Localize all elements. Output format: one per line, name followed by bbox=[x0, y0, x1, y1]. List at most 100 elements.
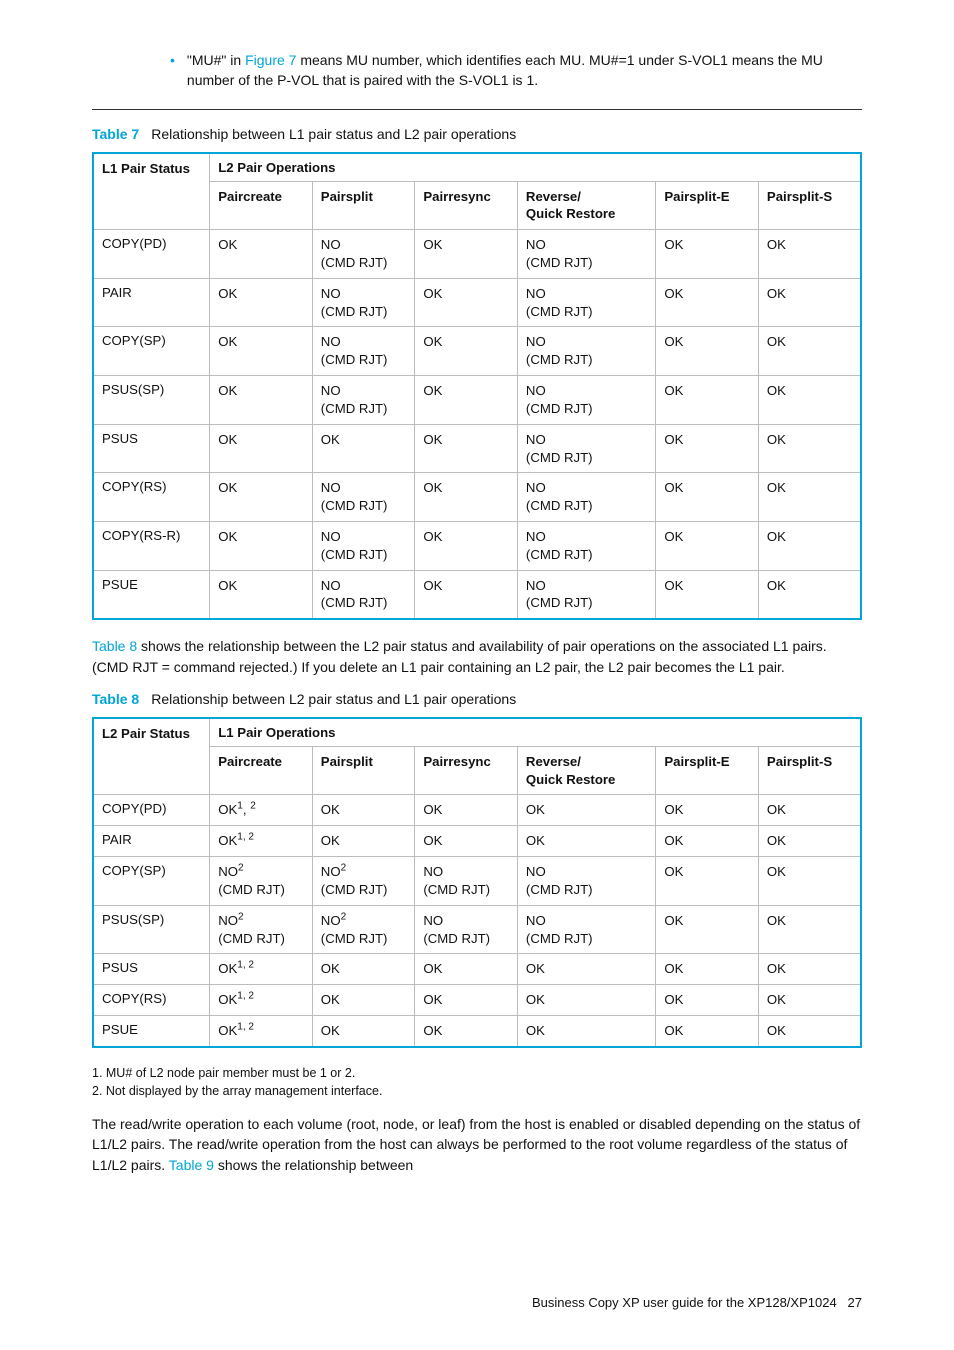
data-cell: OK bbox=[415, 570, 518, 619]
data-cell: OK bbox=[656, 826, 759, 857]
data-cell: OK bbox=[656, 376, 759, 425]
status-cell: PSUS bbox=[93, 424, 210, 473]
table7-caption: Table 7Relationship between L1 pair stat… bbox=[92, 126, 862, 142]
data-cell: OK bbox=[415, 954, 518, 985]
bullet-text: "MU#" in Figure 7 means MU number, which… bbox=[187, 50, 862, 91]
footnote: 2. Not displayed by the array management… bbox=[92, 1082, 862, 1100]
data-cell: NO(CMD RJT) bbox=[312, 278, 415, 327]
table-link[interactable]: Table 8 bbox=[92, 638, 137, 654]
data-cell: OK bbox=[656, 521, 759, 570]
column-header: Reverse/Quick Restore bbox=[517, 181, 655, 230]
footnote: 1. MU# of L2 node pair member must be 1 … bbox=[92, 1064, 862, 1082]
status-cell: PSUE bbox=[93, 570, 210, 619]
data-cell: NO(CMD RJT) bbox=[517, 327, 655, 376]
bullet-item: • "MU#" in Figure 7 means MU number, whi… bbox=[92, 50, 862, 91]
figure-link[interactable]: Figure 7 bbox=[245, 52, 296, 68]
data-cell: NO(CMD RJT) bbox=[517, 424, 655, 473]
status-cell: COPY(RS) bbox=[93, 985, 210, 1016]
data-cell: NO(CMD RJT) bbox=[312, 570, 415, 619]
column-header: Reverse/Quick Restore bbox=[517, 746, 655, 795]
data-cell: OK bbox=[517, 1015, 655, 1046]
data-cell: NO(CMD RJT) bbox=[517, 521, 655, 570]
table-row: COPY(SP)NO2(CMD RJT)NO2(CMD RJT)NO(CMD R… bbox=[93, 857, 861, 906]
data-cell: NO2(CMD RJT) bbox=[312, 905, 415, 954]
bullet-marker: • bbox=[170, 50, 187, 91]
data-cell: OK bbox=[312, 826, 415, 857]
data-cell: OK bbox=[210, 473, 313, 522]
data-cell: OK bbox=[758, 826, 861, 857]
data-cell: OK bbox=[517, 985, 655, 1016]
data-cell: NO(CMD RJT) bbox=[312, 376, 415, 425]
data-cell: OK bbox=[210, 570, 313, 619]
data-cell: OK bbox=[415, 985, 518, 1016]
data-cell: OK bbox=[758, 278, 861, 327]
table8: L2 Pair StatusL1 Pair OperationsPaircrea… bbox=[92, 717, 862, 1048]
data-cell: NO(CMD RJT) bbox=[312, 230, 415, 279]
separator-rule bbox=[92, 109, 862, 110]
data-cell: OK bbox=[210, 327, 313, 376]
data-cell: OK bbox=[656, 230, 759, 279]
data-cell: NO2(CMD RJT) bbox=[210, 905, 313, 954]
data-cell: OK bbox=[656, 985, 759, 1016]
data-cell: OK bbox=[415, 473, 518, 522]
data-cell: OK bbox=[312, 1015, 415, 1046]
table-row: COPY(PD)OKNO(CMD RJT)OKNO(CMD RJT)OKOK bbox=[93, 230, 861, 279]
data-cell: OK bbox=[517, 795, 655, 826]
data-cell: OK bbox=[656, 905, 759, 954]
data-cell: OK bbox=[415, 826, 518, 857]
table-row: PSUS(SP)OKNO(CMD RJT)OKNO(CMD RJT)OKOK bbox=[93, 376, 861, 425]
data-cell: OK bbox=[758, 795, 861, 826]
data-cell: NO(CMD RJT) bbox=[517, 473, 655, 522]
column-header: Pairresync bbox=[415, 746, 518, 795]
data-cell: OK bbox=[758, 424, 861, 473]
table7: L1 Pair StatusL2 Pair OperationsPaircrea… bbox=[92, 152, 862, 621]
table-link[interactable]: Table 9 bbox=[169, 1157, 214, 1173]
data-cell: OK bbox=[517, 954, 655, 985]
data-cell: OK bbox=[415, 327, 518, 376]
data-cell: OK bbox=[656, 954, 759, 985]
column-header: Pairresync bbox=[415, 181, 518, 230]
data-cell: OK bbox=[758, 905, 861, 954]
data-cell: OK bbox=[210, 521, 313, 570]
text-fragment: "MU#" in bbox=[187, 52, 245, 68]
data-cell: OK1, 2 bbox=[210, 1015, 313, 1046]
footer-text: Business Copy XP user guide for the XP12… bbox=[532, 1295, 837, 1310]
status-cell: PAIR bbox=[93, 826, 210, 857]
caption-text: Relationship between L2 pair status and … bbox=[151, 691, 516, 707]
data-cell: OK bbox=[210, 376, 313, 425]
status-cell: COPY(SP) bbox=[93, 327, 210, 376]
data-cell: OK bbox=[415, 376, 518, 425]
data-cell: OK bbox=[210, 424, 313, 473]
column-header: Paircreate bbox=[210, 746, 313, 795]
data-cell: OK bbox=[656, 327, 759, 376]
data-cell: NO(CMD RJT) bbox=[517, 857, 655, 906]
data-cell: OK bbox=[758, 521, 861, 570]
data-cell: OK bbox=[656, 857, 759, 906]
data-cell: NO(CMD RJT) bbox=[415, 905, 518, 954]
data-cell: OK bbox=[758, 985, 861, 1016]
column-header: Pairsplit-S bbox=[758, 181, 861, 230]
status-header: L2 Pair Status bbox=[93, 718, 210, 795]
data-cell: OK bbox=[312, 954, 415, 985]
data-cell: OK1, 2 bbox=[210, 985, 313, 1016]
column-header: Pairsplit bbox=[312, 746, 415, 795]
data-cell: OK bbox=[758, 570, 861, 619]
data-cell: OK bbox=[758, 327, 861, 376]
table-row: COPY(PD)OK1, 2OKOKOKOKOK bbox=[93, 795, 861, 826]
table-row: COPY(RS)OK1, 2OKOKOKOKOK bbox=[93, 985, 861, 1016]
status-cell: COPY(PD) bbox=[93, 795, 210, 826]
text-fragment: shows the relationship between the L2 pa… bbox=[92, 638, 827, 674]
table-row: PSUSOK1, 2OKOKOKOKOK bbox=[93, 954, 861, 985]
status-cell: PSUS bbox=[93, 954, 210, 985]
column-header: Pairsplit bbox=[312, 181, 415, 230]
data-cell: NO(CMD RJT) bbox=[517, 230, 655, 279]
table8-caption: Table 8Relationship between L2 pair stat… bbox=[92, 691, 862, 707]
status-cell: COPY(RS) bbox=[93, 473, 210, 522]
caption-label: Table 8 bbox=[92, 691, 151, 707]
data-cell: OK bbox=[415, 521, 518, 570]
data-cell: NO(CMD RJT) bbox=[517, 905, 655, 954]
column-header: Pairsplit-E bbox=[656, 181, 759, 230]
data-cell: OK bbox=[312, 795, 415, 826]
data-cell: OK bbox=[758, 1015, 861, 1046]
data-cell: NO(CMD RJT) bbox=[517, 570, 655, 619]
